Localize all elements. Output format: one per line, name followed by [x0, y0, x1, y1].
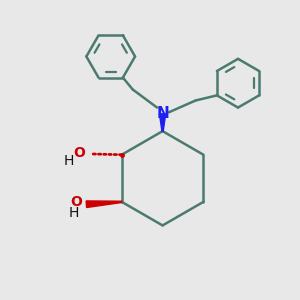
Polygon shape — [159, 114, 166, 131]
Polygon shape — [86, 201, 122, 208]
Text: O: O — [74, 146, 85, 160]
Text: N: N — [156, 106, 169, 122]
Text: O: O — [70, 195, 83, 209]
Text: H: H — [69, 206, 79, 220]
Text: H: H — [64, 154, 74, 168]
